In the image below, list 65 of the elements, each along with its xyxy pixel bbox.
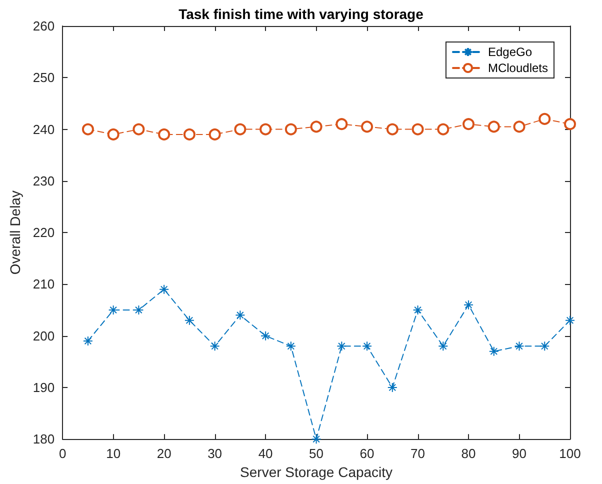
point [208, 128, 221, 140]
point [386, 123, 398, 136]
point [513, 120, 526, 133]
point [361, 120, 374, 133]
x-tick-label: 20 [156, 446, 172, 462]
point [159, 284, 170, 294]
point [336, 341, 347, 352]
point [540, 341, 550, 352]
x-tick-label: 80 [461, 446, 476, 462]
point [565, 315, 575, 326]
point [387, 382, 398, 392]
point [210, 341, 220, 352]
point [564, 118, 576, 130]
x-tick-label: 30 [208, 446, 222, 462]
x-tick-label: 70 [410, 446, 426, 462]
point [462, 118, 475, 130]
chart-title: Task finish time with varying storage [178, 6, 424, 22]
point [437, 123, 450, 136]
legend-label: EdgeGo [488, 45, 532, 59]
point [412, 305, 423, 316]
x-tick-label: 0 [58, 446, 66, 462]
point [488, 346, 499, 356]
y-axis-title: Overall Delay [7, 190, 23, 275]
y-tick-label: 200 [32, 328, 55, 344]
x-tick-label: 40 [258, 446, 273, 462]
point [82, 336, 93, 346]
y-tick-label: 190 [32, 380, 55, 395]
point [235, 310, 246, 320]
point [134, 305, 144, 316]
x-tick-label: 90 [512, 446, 526, 462]
point [336, 118, 348, 130]
point [464, 300, 474, 310]
point [108, 305, 118, 316]
point [488, 120, 500, 133]
point [107, 128, 120, 140]
point [284, 123, 297, 136]
y-tick-label: 230 [32, 173, 55, 188]
point [514, 341, 524, 352]
point [286, 341, 296, 352]
y-tick-label: 220 [32, 225, 55, 240]
point [260, 330, 271, 341]
x-tick-label: 100 [559, 446, 581, 462]
y-tick-label: 180 [32, 432, 55, 447]
x-axis-title: Server Storage Capacity [240, 464, 393, 480]
point [362, 341, 372, 352]
point [311, 434, 322, 444]
point [132, 123, 145, 136]
point [310, 120, 322, 133]
y-tick-label: 260 [32, 18, 55, 34]
y-tick-label: 240 [32, 122, 55, 137]
x-tick-label: 60 [360, 446, 374, 462]
x-tick-label: 10 [106, 446, 121, 462]
point [412, 123, 424, 136]
point [438, 341, 448, 352]
y-tick-label: 210 [32, 276, 55, 292]
point [82, 123, 94, 136]
point [184, 315, 194, 326]
point [234, 123, 246, 136]
point [158, 128, 170, 140]
x-tick-label: 50 [309, 446, 324, 462]
point [538, 112, 551, 125]
point [260, 123, 272, 136]
legend-label: MCloudlets [488, 61, 548, 75]
point [183, 128, 196, 140]
y-tick-label: 250 [32, 70, 55, 86]
